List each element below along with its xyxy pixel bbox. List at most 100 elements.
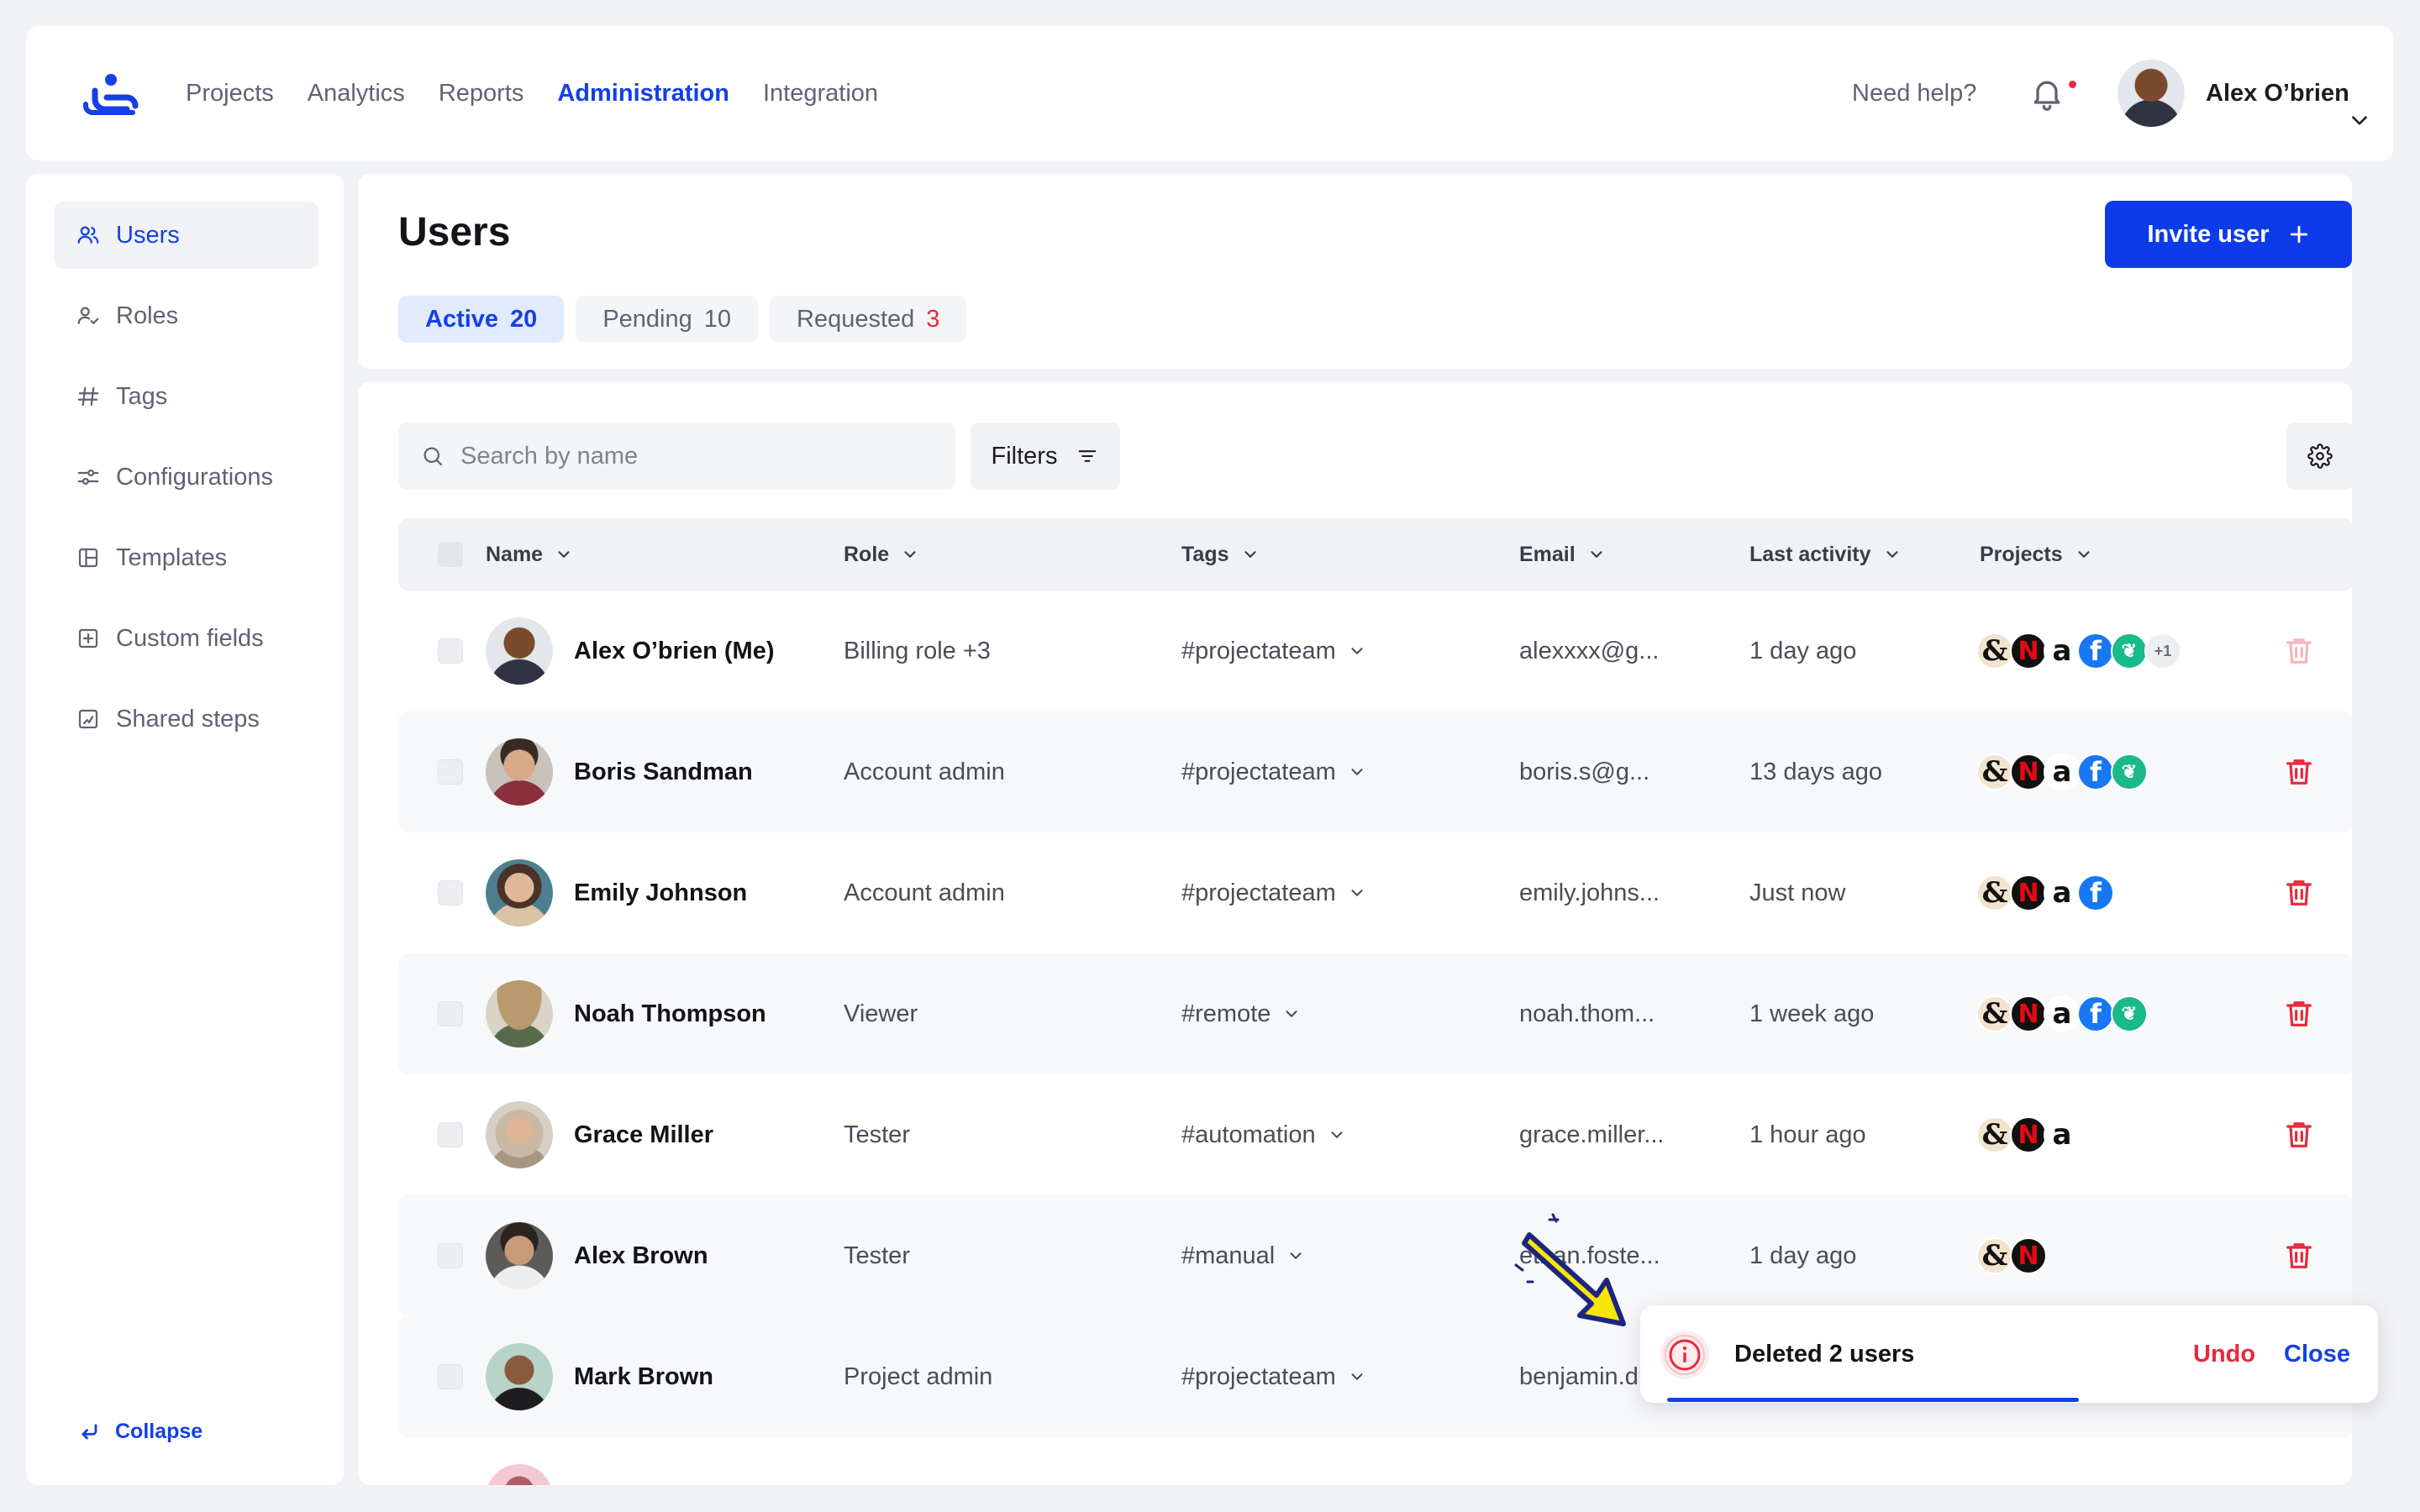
column-last-activity[interactable]: Last activity	[1749, 518, 1902, 591]
nav-projects[interactable]: Projects	[186, 79, 274, 107]
page-title: Users	[398, 210, 511, 255]
column-name[interactable]: Name	[486, 518, 573, 591]
column-label: Name	[486, 542, 544, 566]
more-projects-badge[interactable]: +1	[2144, 633, 2181, 669]
chevron-down-icon[interactable]	[2349, 110, 2370, 132]
facebook-project-icon[interactable]: f	[2077, 753, 2114, 790]
row-checkbox[interactable]	[438, 1001, 463, 1026]
trash-icon[interactable]	[2282, 755, 2316, 789]
sidebar-item-configurations[interactable]: Configurations	[54, 444, 318, 511]
row-checkbox[interactable]	[438, 880, 463, 906]
tag-dropdown[interactable]: #projectateam	[1181, 591, 1366, 711]
sidebar-item-custom-fields[interactable]: Custom fields	[54, 605, 318, 672]
nav-administration[interactable]: Administration	[557, 79, 729, 107]
invite-user-label: Invite user	[2147, 220, 2270, 248]
return-arrow-icon	[82, 1423, 97, 1439]
ampersand-project-icon[interactable]: &	[1976, 753, 2013, 790]
collapse-button[interactable]: Collapse	[78, 1420, 203, 1444]
user-avatar[interactable]	[2118, 60, 2185, 127]
tab-active[interactable]: Active 20	[398, 296, 565, 343]
trash-icon[interactable]	[2282, 1239, 2316, 1273]
tab-pending[interactable]: Pending 10	[576, 296, 759, 343]
trash-icon[interactable]	[2282, 997, 2316, 1031]
table-header: Name Role Tags Email Last activity Proje…	[398, 518, 2352, 591]
netflix-project-icon[interactable]: N	[2010, 1116, 2047, 1153]
ampersand-project-icon[interactable]: &	[1976, 1116, 2013, 1153]
activity-cell: 1 week ago	[1749, 1000, 1875, 1027]
table-row[interactable]	[398, 1437, 2352, 1485]
row-checkbox[interactable]	[438, 1243, 463, 1268]
app-logo-icon[interactable]	[82, 72, 140, 116]
column-label: Email	[1519, 542, 1576, 566]
netflix-project-icon[interactable]: N	[2010, 995, 2047, 1032]
trash-icon[interactable]	[2282, 876, 2316, 910]
column-projects[interactable]: Projects	[1980, 518, 2093, 591]
tag-dropdown[interactable]: #projectateam	[1181, 711, 1366, 832]
avatar	[486, 980, 553, 1047]
avatar	[486, 738, 553, 806]
invite-user-button[interactable]: Invite user	[2105, 201, 2352, 268]
column-tags[interactable]: Tags	[1181, 518, 1260, 591]
leaf-project-icon[interactable]: ❦	[2111, 995, 2148, 1032]
undo-button[interactable]: Undo	[2193, 1341, 2256, 1368]
tag-dropdown[interactable]: #automation	[1181, 1074, 1346, 1195]
sidebar-item-tags[interactable]: Tags	[54, 363, 318, 430]
row-checkbox[interactable]	[438, 759, 463, 785]
netflix-project-icon[interactable]: N	[2010, 753, 2047, 790]
nav-integration[interactable]: Integration	[762, 79, 879, 107]
facebook-project-icon[interactable]: f	[2077, 633, 2114, 669]
ampersand-project-icon[interactable]: &	[1976, 1237, 2013, 1274]
amazon-project-icon[interactable]: a	[2044, 633, 2081, 669]
close-button[interactable]: Close	[2284, 1341, 2350, 1368]
search-input[interactable]	[460, 442, 931, 470]
tag-dropdown[interactable]: #remote	[1181, 953, 1301, 1074]
row-checkbox[interactable]	[438, 638, 463, 664]
email-cell: grace.miller...	[1519, 1121, 1665, 1148]
sidebar-item-shared-steps[interactable]: Shared steps	[54, 685, 318, 753]
column-email[interactable]: Email	[1519, 518, 1606, 591]
netflix-project-icon[interactable]: N	[2010, 633, 2047, 669]
ampersand-project-icon[interactable]: &	[1976, 633, 2013, 669]
table-row[interactable]: Grace Miller Tester #automation grace.mi…	[398, 1074, 2352, 1195]
table-settings-button[interactable]	[2286, 423, 2352, 490]
trash-icon[interactable]	[2282, 634, 2316, 668]
sidebar-item-users[interactable]: Users	[54, 202, 318, 269]
table-row[interactable]: Noah Thompson Viewer #remote noah.thom..…	[398, 953, 2352, 1074]
hash-icon	[77, 386, 99, 407]
ampersand-project-icon[interactable]: &	[1976, 874, 2013, 911]
nav-reports[interactable]: Reports	[438, 79, 524, 107]
tag-dropdown[interactable]: #manual	[1181, 1195, 1305, 1316]
sidebar-item-templates[interactable]: Templates	[54, 524, 318, 591]
tab-requested[interactable]: Requested 3	[770, 296, 967, 343]
nav-analytics[interactable]: Analytics	[307, 79, 405, 107]
row-checkbox[interactable]	[438, 1364, 463, 1389]
table-row[interactable]: Boris Sandman Account admin #projectatea…	[398, 711, 2352, 832]
netflix-project-icon[interactable]: N	[2010, 874, 2047, 911]
amazon-project-icon[interactable]: a	[2044, 874, 2081, 911]
tag-dropdown[interactable]: #projectateam	[1181, 832, 1366, 953]
table-row[interactable]: Alex O’brien (Me) Billing role +3 #proje…	[398, 591, 2352, 711]
filters-button[interactable]: Filters	[971, 423, 1120, 490]
tab-label: Pending	[602, 305, 692, 333]
table-row[interactable]: Alex Brown Tester #manual ethan.foste...…	[398, 1195, 2352, 1316]
amazon-project-icon[interactable]: a	[2044, 1116, 2081, 1153]
row-checkbox[interactable]	[438, 1122, 463, 1147]
amazon-project-icon[interactable]: a	[2044, 995, 2081, 1032]
notification-bell-icon[interactable]	[2028, 75, 2065, 112]
tag-dropdown[interactable]: #projectateam	[1181, 1316, 1366, 1437]
user-name: Emily Johnson	[574, 879, 748, 906]
help-link[interactable]: Need help?	[1852, 80, 1977, 107]
facebook-project-icon[interactable]: f	[2077, 874, 2114, 911]
leaf-project-icon[interactable]: ❦	[2111, 753, 2148, 790]
column-role[interactable]: Role	[844, 518, 919, 591]
leaf-project-icon[interactable]: ❦	[2111, 633, 2148, 669]
ampersand-project-icon[interactable]: &	[1976, 995, 2013, 1032]
netflix-project-icon[interactable]: N	[2010, 1237, 2047, 1274]
facebook-project-icon[interactable]: f	[2077, 995, 2114, 1032]
table-row[interactable]: Emily Johnson Account admin #projectatea…	[398, 832, 2352, 953]
amazon-project-icon[interactable]: a	[2044, 753, 2081, 790]
trash-icon[interactable]	[2282, 1118, 2316, 1152]
select-all-checkbox[interactable]	[438, 542, 463, 567]
user-name[interactable]: Alex O’brien	[2206, 80, 2349, 107]
sidebar-item-roles[interactable]: Roles	[54, 282, 318, 349]
